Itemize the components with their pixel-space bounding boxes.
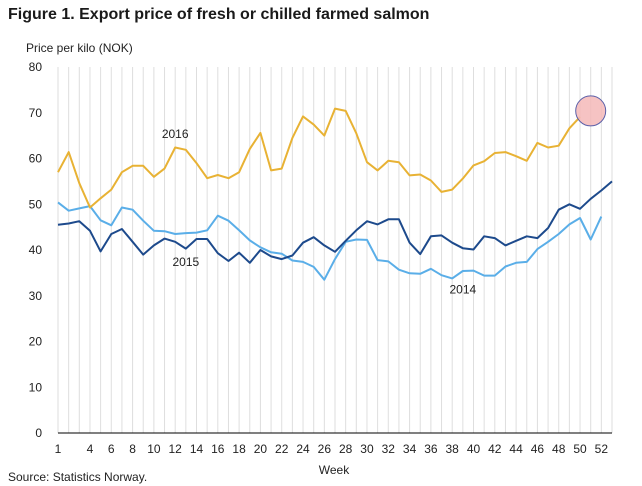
x-tick-18: 18 [232, 442, 246, 456]
x-tick-38: 38 [446, 442, 460, 456]
series-lines [57, 107, 613, 281]
series-line-2014 [57, 201, 603, 281]
highlight [575, 95, 607, 127]
x-tick-52: 52 [595, 442, 609, 456]
series-line-2016 [57, 107, 581, 209]
x-tick-44: 44 [509, 442, 523, 456]
y-tick-60: 60 [29, 152, 43, 166]
x-tick-12: 12 [169, 442, 183, 456]
x-tick-6: 6 [108, 442, 115, 456]
y-tick-10: 10 [29, 380, 43, 394]
y-tick-30: 30 [29, 289, 43, 303]
x-tick-50: 50 [573, 442, 587, 456]
y-tick-50: 50 [29, 197, 43, 211]
source-note: Source: Statistics Norway. [8, 470, 148, 484]
y-tick-40: 40 [29, 243, 43, 257]
x-tick-10: 10 [147, 442, 161, 456]
x-tick-30: 30 [360, 442, 374, 456]
y-tick-70: 70 [29, 106, 43, 120]
series-line-2015 [57, 180, 613, 264]
x-tick-40: 40 [467, 442, 481, 456]
x-tick-26: 26 [318, 442, 332, 456]
grid [57, 67, 613, 433]
y-tick-20: 20 [29, 335, 43, 349]
highlight-marker [575, 95, 607, 127]
x-tick-28: 28 [339, 442, 353, 456]
x-tick-1: 1 [55, 442, 62, 456]
x-axis-label: Week [319, 463, 350, 477]
x-tick-14: 14 [190, 442, 204, 456]
x-tick-36: 36 [424, 442, 438, 456]
y-tick-80: 80 [29, 60, 43, 74]
y-axis-label: Price per kilo (NOK) [26, 41, 133, 55]
series-label-2014: 2014 [449, 282, 476, 296]
series-label-2016: 2016 [162, 127, 189, 141]
x-tick-46: 46 [531, 442, 545, 456]
x-tick-22: 22 [275, 442, 289, 456]
x-tick-labels: 1 4 6 8 10 12 14 16 18 20 22 24 26 28 30 32 34 36 38 40 42 44… [55, 442, 609, 456]
x-tick-8: 8 [129, 442, 136, 456]
x-tick-20: 20 [254, 442, 268, 456]
x-tick-24: 24 [296, 442, 310, 456]
series-labels: 2016 2015 2014 [162, 127, 477, 297]
x-tick-4: 4 [87, 442, 94, 456]
x-tick-42: 42 [488, 442, 502, 456]
x-tick-16: 16 [211, 442, 225, 456]
x-tick-32: 32 [382, 442, 396, 456]
x-tick-34: 34 [403, 442, 417, 456]
x-tick-48: 48 [552, 442, 566, 456]
y-tick-labels: 0 10 20 30 40 50 60 70 80 [29, 60, 43, 440]
series-label-2015: 2015 [172, 255, 199, 269]
chart-title: Figure 1. Export price of fresh or chill… [8, 6, 430, 23]
y-tick-0: 0 [35, 426, 42, 440]
